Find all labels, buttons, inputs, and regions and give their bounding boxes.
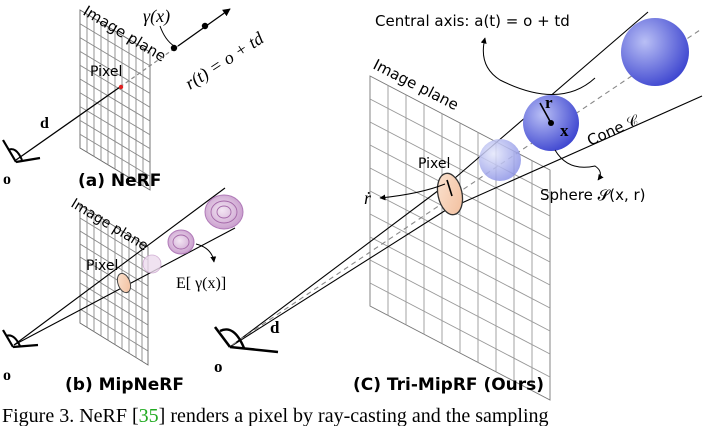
- panel-a-pixel-dot: [118, 84, 124, 90]
- panel-c-central-axis-pointer: [480, 37, 596, 95]
- panel-c-image-plane-label: Image plane: [370, 56, 461, 114]
- panel-c-radius-line: [539, 102, 552, 124]
- figure-caption-prefix: Figure 3. NeRF [: [2, 405, 139, 426]
- panel-b-gaussian-mid: [167, 229, 195, 255]
- panel-a-ray-equation: r(t) = o + td: [181, 27, 268, 94]
- panel-b-pixel-footprint: [116, 272, 132, 294]
- panel-c-pixel-radius-line: [446, 179, 453, 197]
- panel-c-central-axis-label: Central axis: a(t) = o + td: [375, 12, 570, 30]
- panel-b-camera-icon: [2, 329, 39, 349]
- panel-b-expectation-pointer: [195, 243, 217, 263]
- panel-c-sphere-label: Sphere 𝓢(x, r): [540, 186, 646, 204]
- panel-a-sample-point-1: [170, 44, 178, 52]
- panel-a-camera-icon: [2, 139, 41, 164]
- panel-c-rdot-pointer: [379, 183, 446, 201]
- panel-b-gaussian-far: [204, 194, 244, 230]
- panel-a-pixel-label: Pixel: [90, 64, 122, 80]
- panel-b-mipnerf: Image plane E[ γ(x)] Pixel o (b) Mi: [2, 187, 244, 395]
- panel-c-sphere-far: [621, 18, 689, 86]
- panel-b-cone: [13, 187, 236, 346]
- panel-c-r-label: r: [545, 93, 553, 112]
- panel-c-pixel-footprint: [436, 172, 464, 216]
- panel-a-gamma-pointer: [159, 25, 175, 47]
- panel-c-rdot-label: ṙ: [364, 188, 372, 208]
- panel-c-sphere-near: [479, 139, 521, 181]
- panel-b-o-label: o: [3, 367, 11, 384]
- panel-c-sphere-pointer: [554, 149, 604, 181]
- panel-c-trimiprf: Image plane r x Pixel ṙ Central axis: a(…: [213, 11, 703, 401]
- panel-a-nerf: Image plane γ(x) r(t) = o + td Pixel d o…: [2, 2, 268, 191]
- panel-c-o-label: o: [214, 357, 223, 376]
- panel-c-sphere-center-dot: [548, 120, 554, 126]
- panel-b-caption: (b) MipNeRF: [65, 375, 184, 395]
- panel-a-ray: [15, 86, 121, 161]
- panel-b-expectation-label: E[ γ(x)]: [176, 275, 226, 292]
- panel-a-d-label: d: [40, 115, 49, 132]
- panel-b-pixel-label: Pixel: [86, 258, 118, 274]
- panel-a-o-label: o: [3, 171, 11, 188]
- panel-a-sample-point-2: [201, 22, 209, 30]
- panel-c-central-axis: [231, 29, 701, 346]
- figure-caption-ref[interactable]: 35: [139, 405, 159, 426]
- panel-c-x-label: x: [560, 121, 569, 140]
- panel-a-gamma-label: γ(x): [143, 6, 170, 27]
- panel-b-gaussian-near: [142, 254, 162, 274]
- figure-caption-suffix: ] renders a pixel by ray-casting and the…: [159, 405, 549, 426]
- panel-c-camera-icon: [213, 326, 279, 354]
- panel-a-ray-dashed: [119, 45, 179, 88]
- panel-c-caption: (C) Tri-MipRF (Ours): [353, 375, 544, 395]
- figure-caption: Figure 3. NeRF [35] renders a pixel by r…: [2, 405, 549, 426]
- panel-c-cone-label: Cone 𝒞: [584, 110, 643, 149]
- panel-a-caption: (a) NeRF: [78, 171, 161, 191]
- panel-a-image-plane-grid: [79, 9, 151, 191]
- panel-b-image-plane-grid: [79, 204, 149, 366]
- panel-c-image-plane-grid: [369, 75, 551, 401]
- panel-c-pixel-label: Pixel: [418, 156, 450, 172]
- panel-c-d-label: d: [270, 318, 280, 337]
